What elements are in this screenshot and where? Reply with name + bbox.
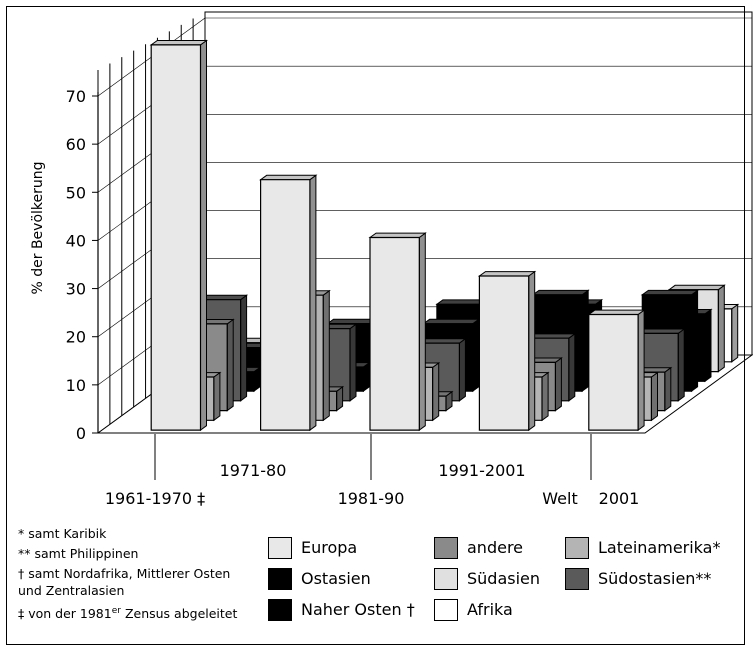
legend-label-suedasien: Südasien bbox=[467, 569, 541, 588]
chart-bars bbox=[149, 39, 740, 432]
group-label-1971: 1971-80 bbox=[220, 461, 287, 480]
note-zensus: ‡ von der 1981er Zensus abgeleitet bbox=[18, 604, 237, 621]
legend-label-lateinamerika: Lateinamerika* bbox=[598, 538, 721, 557]
y-tick-label: 40 bbox=[66, 231, 86, 250]
legend-swatch-europa bbox=[268, 537, 292, 559]
bar-europa-4 bbox=[587, 309, 646, 432]
group-label-1991: 1991-2001 bbox=[438, 461, 525, 480]
legend-swatch-lateinamerika bbox=[565, 537, 589, 559]
chart-axis: 0 10 20 30 40 50 60 70 bbox=[66, 87, 592, 480]
bar-europa-2 bbox=[368, 232, 427, 432]
figure-frame bbox=[6, 6, 745, 645]
legend-label-naher-osten: Naher Osten † bbox=[301, 600, 415, 619]
legend-swatch-afrika bbox=[434, 599, 458, 621]
y-tick-label: 60 bbox=[66, 135, 86, 154]
legend-label-europa: Europa bbox=[301, 538, 358, 557]
y-tick-label: 70 bbox=[66, 87, 86, 106]
note-zentralasien: und Zentralasien bbox=[18, 583, 125, 598]
note-nordafrika: † samt Nordafrika, Mittlerer Osten bbox=[18, 566, 231, 581]
note-zensus-text: ‡ von der 1981 bbox=[18, 606, 112, 622]
note-zensus-superscript: er bbox=[111, 606, 121, 616]
group-label-welt-year: 2001 bbox=[599, 489, 640, 508]
y-tick-label: 10 bbox=[66, 376, 86, 395]
legend-label-ostasien: Ostasien bbox=[301, 569, 371, 588]
legend-swatch-andere bbox=[434, 537, 458, 559]
y-tick-label: 50 bbox=[66, 183, 86, 202]
y-tick-label: 30 bbox=[66, 280, 86, 299]
legend-swatch-suedostasien bbox=[565, 568, 589, 590]
note-philippinen: ** samt Philippinen bbox=[18, 546, 139, 561]
legend-label-andere: andere bbox=[467, 538, 524, 557]
bar-europa-1 bbox=[259, 174, 318, 432]
group-label-1981: 1981-90 bbox=[338, 489, 405, 508]
legend-label-afrika: Afrika bbox=[467, 600, 513, 619]
legend-swatch-ostasien bbox=[268, 568, 292, 590]
legend-label-suedostasien: Südostasien** bbox=[598, 569, 712, 588]
legend-swatch-suedasien bbox=[434, 568, 458, 590]
legend-swatch-naher-osten bbox=[268, 599, 292, 621]
group-label-welt: Welt bbox=[542, 489, 577, 508]
y-axis-title: % der Bevölkerung bbox=[30, 161, 46, 294]
bar-europa-3 bbox=[477, 270, 537, 432]
y-tick-label: 20 bbox=[66, 328, 86, 347]
note-zensus-text-end: Zensus abgeleitet bbox=[120, 606, 238, 622]
y-tick-label: 0 bbox=[76, 424, 86, 443]
bar-europa-0 bbox=[149, 39, 209, 432]
group-label-1961: 1961-1970 ‡ bbox=[105, 489, 205, 508]
note-karibik: * samt Karibik bbox=[18, 526, 107, 541]
